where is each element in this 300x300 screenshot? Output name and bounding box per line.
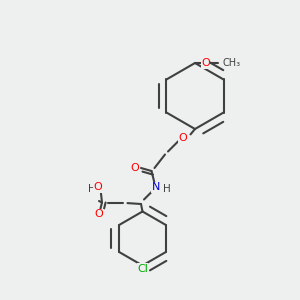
Text: O: O xyxy=(201,58,210,68)
Text: O: O xyxy=(178,133,188,143)
Text: Cl: Cl xyxy=(137,263,148,274)
Text: N: N xyxy=(152,182,160,193)
Text: CH₃: CH₃ xyxy=(222,58,240,68)
Text: O: O xyxy=(93,182,102,193)
Text: O: O xyxy=(130,163,140,173)
Text: O: O xyxy=(94,209,103,220)
Text: H: H xyxy=(164,184,171,194)
Text: H: H xyxy=(88,184,95,194)
